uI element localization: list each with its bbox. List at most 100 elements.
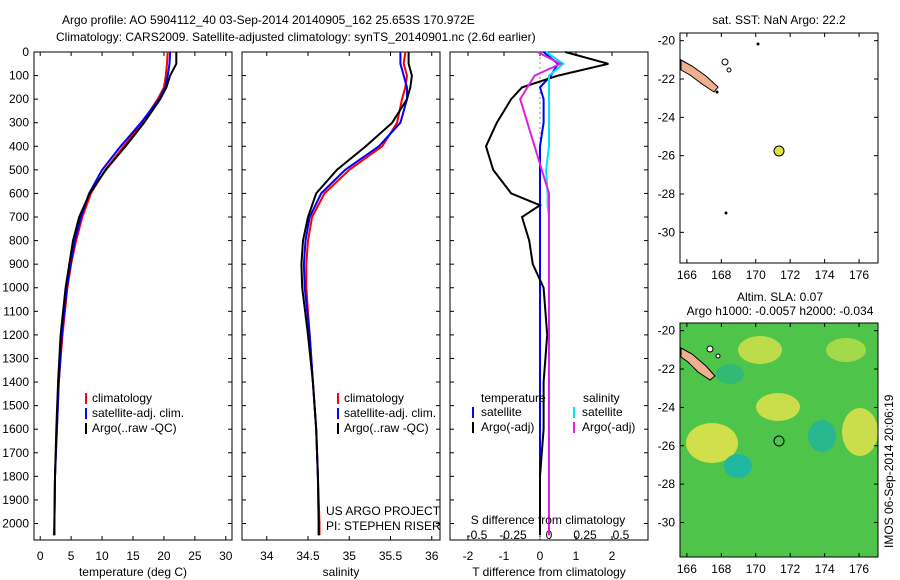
sla-map-frame: [679, 322, 879, 558]
depth-tick-label: 1000: [2, 281, 29, 295]
depth-tick-label: 1500: [2, 399, 29, 413]
series-line: [305, 51, 409, 536]
legend-argo: Argo(..raw -QC): [92, 421, 177, 435]
legend-temperature: temperature: [481, 391, 546, 405]
sla-title-1: Altim. SLA: 0.07: [737, 290, 823, 304]
lat-tick-label: -28: [658, 477, 676, 491]
lat-tick-label: -22: [658, 362, 676, 376]
depth-tick-label: 1900: [2, 493, 29, 507]
sal-panel-frame: [241, 51, 441, 541]
depth-tick-label: 100: [9, 69, 29, 83]
x-tick-label: -2: [463, 549, 474, 563]
series-line: [53, 52, 178, 536]
lon-tick-label: 170: [746, 562, 766, 576]
x-tick-label: 20: [157, 549, 171, 563]
lon-tick-label: 168: [711, 562, 731, 576]
depth-tick-label: 1200: [2, 328, 29, 342]
header-line1: Argo profile: AO 5904112_40 03-Sep-2014 …: [62, 13, 475, 27]
sst-map-land: [680, 42, 760, 215]
series-line: [519, 51, 563, 536]
series-line: [300, 52, 413, 536]
island-dot: [726, 67, 732, 73]
diff-title: S difference from climatology: [471, 513, 626, 527]
legend-sat: satellite-adj. clim.: [92, 406, 184, 420]
sla-map-axes: -20 -22 -24 -26 -28 -30 166 168 170 172 174 176: [658, 323, 878, 576]
s-tick-label: 0.25: [573, 528, 597, 542]
depth-tick-label: 0: [22, 45, 29, 59]
lon-tick-label: 174: [815, 562, 835, 576]
diff-xlabel: T difference from climatology: [472, 565, 626, 579]
depth-tick-label: 1700: [2, 446, 29, 460]
sal-legend: climatology satellite-adj. clim. Argo(..…: [337, 391, 436, 435]
temp-panel-frame: [33, 51, 233, 541]
lon-tick-label: 168: [711, 268, 731, 282]
x-tick-label: 0: [37, 549, 44, 563]
lon-tick-label: 166: [677, 562, 697, 576]
depth-tick-label: 200: [9, 92, 29, 106]
salinity-plot: 34 34.5 35 35.5 36: [242, 51, 440, 563]
depth-tick-label: 1600: [2, 422, 29, 436]
sst-map-title: sat. SST: NaN Argo: 22.2: [712, 13, 846, 27]
depth-tick-label: 2000: [2, 516, 29, 530]
sla-high-blob: [738, 336, 782, 364]
s-tick-label: 0.5: [613, 528, 630, 542]
credit-line2: PI: STEPHEN RISER: [326, 519, 441, 533]
x-tick-label: 34: [260, 549, 274, 563]
x-tick-label: 35: [343, 549, 357, 563]
lat-tick-label: -24: [658, 400, 676, 414]
sst-map-axes: -20 -22 -24 -26 -28 -30 166 168 170 172 174 176: [658, 33, 878, 282]
x-tick-label: 35.5: [379, 549, 403, 563]
sla-high-blob: [842, 408, 878, 456]
lon-tick-label: 172: [780, 268, 800, 282]
sla-low-blob: [716, 364, 744, 384]
difference-plot: -2 -1 0 1 2-0.5 -0.25 0 0.25 0.5: [450, 51, 648, 563]
credit-line1: US ARGO PROJECT: [326, 504, 441, 518]
island-dot: [724, 211, 728, 215]
s-tick-label: -0.5: [467, 528, 488, 542]
sla-map: [679, 322, 879, 558]
lon-tick-label: 176: [849, 268, 869, 282]
lat-tick-label: -24: [658, 110, 676, 124]
new-caledonia-shape: [680, 347, 716, 381]
legend-s-argo: Argo(-adj): [582, 420, 635, 434]
temperature-plot: 0 5 10 15 20 25 30: [34, 51, 233, 563]
argo-float-marker: [773, 435, 785, 447]
x-tick-label: 30: [219, 549, 233, 563]
argo-float-marker: [773, 145, 785, 157]
x-tick-label: 1: [573, 549, 580, 563]
lat-tick-label: -30: [658, 225, 676, 239]
lon-tick-label: 174: [815, 268, 835, 282]
legend-t-sat: satellite: [481, 405, 522, 419]
legend-clim: climatology: [92, 391, 152, 405]
depth-tick-label: 1100: [3, 304, 29, 318]
lat-tick-label: -22: [658, 72, 676, 86]
depth-tick-label: 400: [9, 139, 29, 153]
x-tick-label: 10: [95, 549, 109, 563]
lat-tick-label: -30: [658, 515, 676, 529]
sal-xlabel: salinity: [323, 565, 360, 579]
legend-sat: satellite-adj. clim.: [344, 406, 436, 420]
depth-tick-label: 600: [9, 186, 29, 200]
temp-legend: climatology satellite-adj. clim. Argo(..…: [85, 391, 184, 435]
depth-tick-label: 300: [9, 116, 29, 130]
lat-tick-label: -26: [658, 439, 676, 453]
depth-tick-label: 1300: [2, 351, 29, 365]
x-tick-label: 5: [68, 549, 75, 563]
s-tick-label: -0.25: [499, 528, 527, 542]
lat-tick-label: -20: [658, 324, 676, 338]
sla-high-blob: [686, 423, 738, 463]
island-dot: [715, 90, 719, 94]
depth-tick-label: 500: [9, 163, 29, 177]
legend-s-sat: satellite: [582, 405, 623, 419]
lon-tick-label: 176: [849, 562, 869, 576]
lon-tick-label: 172: [780, 562, 800, 576]
sla-high-blob: [826, 338, 866, 362]
depth-tick-label: 1400: [2, 375, 29, 389]
island-dot: [756, 42, 760, 46]
diff-panel-frame: [449, 51, 649, 541]
series-line: [52, 51, 169, 536]
series-line: [53, 51, 172, 536]
depth-tick-label: 800: [9, 234, 29, 248]
lon-tick-label: 170: [746, 268, 766, 282]
